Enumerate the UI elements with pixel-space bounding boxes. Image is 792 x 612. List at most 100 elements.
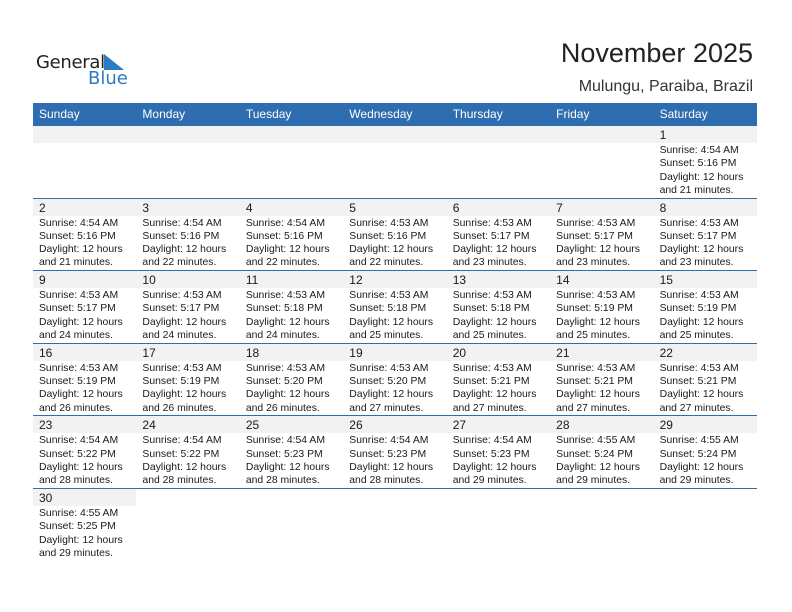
sunrise: Sunrise: 4:53 AM — [349, 217, 429, 229]
daylight-minutes: and 22 minutes. — [142, 257, 217, 269]
daylight: Daylight: 12 hours — [245, 244, 330, 256]
daylight: Daylight: 12 hours — [142, 316, 227, 328]
daylight: Daylight: 12 hours — [659, 171, 744, 183]
sunrise: Sunrise: 4:54 AM — [39, 217, 119, 229]
sunrise: Sunrise: 4:53 AM — [452, 290, 532, 302]
empty-cell — [136, 126, 240, 198]
day-cell: 4 Sunrise: 4:54 AM Sunset: 5:16 PM Daylight… — [239, 198, 344, 271]
daylight: Daylight: 12 hours — [556, 461, 640, 473]
day-cell: 7 Sunrise: 4:53 AM Sunset: 5:17 PM Daylight… — [550, 198, 654, 271]
sunset: Sunset: 5:24 PM — [556, 448, 633, 460]
day-cell: 3 Sunrise: 4:54 AM Sunset: 5:16 PM Daylight… — [136, 198, 240, 271]
daylight-minutes: and 23 minutes. — [659, 257, 734, 269]
day-number: 21 — [550, 343, 654, 361]
daylight: Daylight: 12 hours — [556, 244, 640, 256]
day-cell: 12 Sunrise: 4:53 AM Sunset: 5:18 PM Dayligh… — [343, 271, 447, 343]
daylight-minutes: and 27 minutes. — [556, 402, 631, 414]
day-cell: 1 Sunrise: 4:54 AM Sunset: 5:16 PM Daylight… — [653, 126, 757, 198]
day-cell: 10 Sunrise: 4:53 AM Sunset: 5:17 PM Dayligh… — [136, 271, 240, 343]
sunset: Sunset: 5:23 PM — [452, 448, 530, 460]
daylight-minutes: and 21 minutes. — [39, 257, 113, 269]
day-cell: 25 Sunrise: 4:54 AM Sunset: 5:23 PM Dayligh… — [239, 416, 344, 488]
daylight: Daylight: 12 hours — [142, 389, 227, 401]
empty-day-row — [239, 126, 344, 143]
daylight: Daylight: 12 hours — [39, 244, 123, 256]
weekday-tuesday: Tuesday — [245, 107, 292, 121]
weekday-friday: Friday — [556, 107, 590, 121]
empty-day-row — [550, 126, 654, 143]
daylight: Daylight: 12 hours — [349, 461, 434, 473]
sunset: Sunset: 5:17 PM — [659, 230, 737, 242]
daylight: Daylight: 12 hours — [39, 316, 123, 328]
daylight-minutes: and 21 minutes. — [659, 184, 734, 196]
day-number: 24 — [136, 416, 240, 434]
sunset: Sunset: 5:17 PM — [452, 230, 530, 242]
daylight-minutes: and 23 minutes. — [452, 257, 527, 269]
daylight-minutes: and 27 minutes. — [452, 402, 527, 414]
empty-day-row — [343, 126, 447, 143]
sunrise: Sunrise: 4:55 AM — [556, 435, 636, 447]
sunrise: Sunrise: 4:53 AM — [349, 290, 429, 302]
day-cell: 29 Sunrise: 4:55 AM Sunset: 5:24 PM Dayligh… — [653, 416, 757, 488]
daylight: Daylight: 12 hours — [452, 389, 537, 401]
day-number: 14 — [550, 271, 654, 289]
daylight: Daylight: 12 hours — [39, 389, 123, 401]
empty-cell — [240, 489, 343, 562]
daylight-minutes: and 28 minutes. — [142, 475, 217, 487]
logo-text-blue: Blue — [88, 68, 128, 89]
sunset: Sunset: 5:17 PM — [556, 230, 633, 242]
day-cell: 28 Sunrise: 4:55 AM Sunset: 5:24 PM Dayligh… — [550, 416, 654, 488]
day-cell: 23 Sunrise: 4:54 AM Sunset: 5:22 PM Dayligh… — [33, 416, 137, 488]
daylight-minutes: and 26 minutes. — [39, 402, 113, 414]
daylight-minutes: and 25 minutes. — [556, 330, 631, 342]
daylight: Daylight: 12 hours — [142, 461, 227, 473]
sunrise: Sunrise: 4:53 AM — [142, 362, 222, 374]
sunrise: Sunrise: 4:53 AM — [349, 362, 429, 374]
sunrise: Sunrise: 4:54 AM — [245, 435, 325, 447]
day-cell: 19 Sunrise: 4:53 AM Sunset: 5:20 PM Dayligh… — [343, 343, 447, 416]
empty-cell — [447, 489, 550, 562]
sunset: Sunset: 5:22 PM — [142, 448, 220, 460]
day-number: 4 — [239, 198, 344, 216]
day-number: 19 — [343, 343, 447, 361]
day-number: 5 — [343, 198, 447, 216]
sunrise: Sunrise: 4:54 AM — [245, 217, 325, 229]
sunrise: Sunrise: 4:53 AM — [245, 290, 325, 302]
week-row: 23 Sunrise: 4:54 AM Sunset: 5:22 PM Dayligh… — [33, 416, 757, 489]
daylight: Daylight: 12 hours — [39, 534, 123, 546]
sunrise: Sunrise: 4:53 AM — [452, 217, 532, 229]
sunset: Sunset: 5:16 PM — [142, 230, 220, 242]
day-cell: 21 Sunrise: 4:53 AM Sunset: 5:21 PM Dayligh… — [550, 343, 654, 416]
day-number: 8 — [653, 198, 757, 216]
empty-cell — [446, 126, 551, 198]
empty-cell — [343, 489, 446, 562]
daylight-minutes: and 22 minutes. — [245, 257, 320, 269]
day-number: 28 — [550, 416, 654, 434]
weekday-monday: Monday — [142, 107, 186, 121]
day-number: 12 — [343, 271, 447, 289]
sunset: Sunset: 5:21 PM — [556, 376, 633, 388]
sunset: Sunset: 5:23 PM — [245, 448, 323, 460]
day-cell: 16 Sunrise: 4:53 AM Sunset: 5:19 PM Dayligh… — [33, 343, 137, 416]
empty-cell — [654, 489, 757, 562]
empty-cell — [33, 126, 137, 198]
day-cell: 13 Sunrise: 4:53 AM Sunset: 5:18 PM Dayligh… — [446, 271, 551, 343]
sunset: Sunset: 5:16 PM — [659, 158, 737, 170]
weekday-thursday: Thursday — [452, 107, 503, 121]
day-cell: 15 Sunrise: 4:53 AM Sunset: 5:19 PM Dayligh… — [653, 271, 757, 343]
day-number: 18 — [239, 343, 344, 361]
daylight-minutes: and 24 minutes. — [245, 330, 320, 342]
daylight-minutes: and 25 minutes. — [452, 330, 527, 342]
sunrise: Sunrise: 4:54 AM — [142, 217, 222, 229]
sunrise: Sunrise: 4:53 AM — [142, 290, 222, 302]
day-number: 30 — [33, 488, 137, 506]
sunset: Sunset: 5:18 PM — [452, 303, 530, 315]
sunset: Sunset: 5:22 PM — [39, 448, 116, 460]
day-number: 27 — [446, 416, 551, 434]
sunset: Sunset: 5:17 PM — [142, 303, 220, 315]
weekday-saturday: Saturday — [659, 107, 708, 121]
daylight: Daylight: 12 hours — [659, 389, 744, 401]
daylight: Daylight: 12 hours — [39, 461, 123, 473]
sunrise: Sunrise: 4:54 AM — [142, 435, 222, 447]
sunrise: Sunrise: 4:54 AM — [349, 435, 429, 447]
